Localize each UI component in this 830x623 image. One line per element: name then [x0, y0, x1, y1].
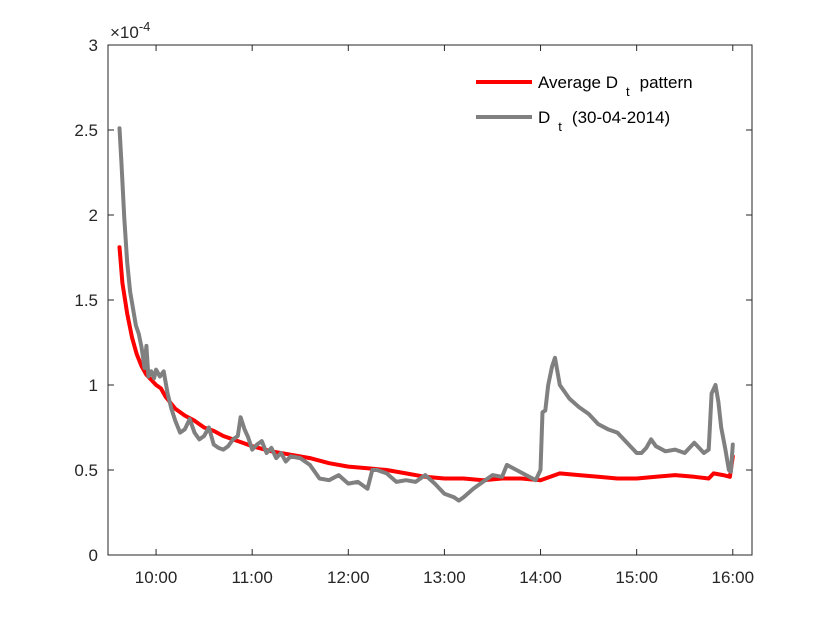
x-tick-label: 14:00	[519, 568, 562, 587]
x-tick-label: 12:00	[327, 568, 370, 587]
y-exponent-label: ×10-4	[110, 19, 150, 42]
series-group	[117, 126, 735, 503]
legend-suffix: (30-04-2014)	[572, 108, 670, 127]
series-line-1	[117, 126, 735, 503]
y-tick-label: 0.5	[74, 461, 98, 480]
y-tick-label: 1	[89, 376, 98, 395]
series-line-0	[117, 245, 735, 483]
y-tick-label: 0	[89, 546, 98, 565]
x-tick-label: 16:00	[712, 568, 755, 587]
y-tick-label: 1.5	[74, 291, 98, 310]
legend-suffix: pattern	[640, 73, 693, 92]
y-tick-label: 3	[89, 36, 98, 55]
y-tick-label: 2.5	[74, 121, 98, 140]
y-exponent-base: ×10	[110, 23, 139, 42]
plot-area	[107, 44, 753, 556]
x-tick-label: 15:00	[615, 568, 658, 587]
x-tick-label: 11:00	[232, 568, 273, 587]
legend-subscript: t	[558, 119, 562, 134]
y-axis: 0 0.5 1 1.5 2 2.5 3	[74, 36, 752, 565]
y-tick-label: 2	[89, 206, 98, 225]
x-tick-label: 13:00	[423, 568, 466, 587]
legend-subscript: t	[626, 84, 630, 99]
y-exponent-power: -4	[139, 19, 151, 34]
legend-label: Average D	[538, 73, 618, 92]
legend-entry-0: Average D t pattern	[538, 73, 693, 99]
x-tick-label: 10:00	[135, 568, 178, 587]
x-axis: 10:00 11:00 12:00 13:00 14:00 15:00 16:00	[135, 45, 754, 587]
legend: Average D t pattern D t (30-04-2014)	[476, 73, 693, 134]
legend-label: D	[538, 108, 550, 127]
